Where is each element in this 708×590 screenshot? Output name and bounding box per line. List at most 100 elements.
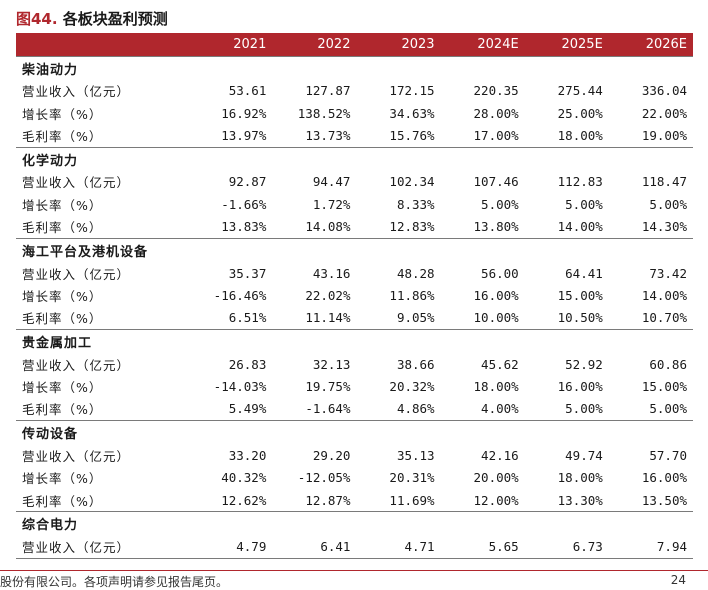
value-cell: 22.00% (641, 105, 687, 121)
value-cell: 13.80% (473, 219, 519, 235)
value-cell: 28.00% (473, 105, 519, 121)
row-label: 毛利率（%） (22, 311, 103, 327)
value-cell: -1.66% (221, 196, 267, 212)
figure-title-text: 各板块盈利预测 (57, 10, 168, 28)
header-cell-year: 2023 (356, 33, 441, 56)
value-cell: 13.30% (557, 492, 603, 508)
value-cell: 13.73% (305, 127, 351, 143)
section-header-row: 综合电力 (16, 511, 693, 536)
row-label: 增长率（%） (22, 288, 103, 304)
value-cell: 11.69% (389, 492, 435, 508)
table-row: 增长率（%） 16.92% 138.52% 34.63% 28.00% 25.00% 22.… (16, 102, 693, 124)
value-cell: 29.20 (312, 447, 351, 463)
value-cell: 12.62% (221, 492, 267, 508)
value-cell: 35.13 (396, 447, 435, 463)
value-cell: 49.74 (565, 447, 603, 463)
row-label: 毛利率（%） (22, 220, 103, 236)
value-cell: 13.83% (221, 219, 267, 235)
value-cell: 5.49% (228, 401, 267, 417)
row-label: 毛利率（%） (22, 493, 103, 509)
value-cell: 18.00% (557, 127, 603, 143)
value-cell: 4.71 (356, 535, 441, 559)
table-row: 营业收入（亿元） 35.37 43.16 48.28 56.00 64.41 73.42 (16, 262, 693, 284)
value-cell: 22.02% (305, 287, 351, 303)
forecast-table-container: 2021 2022 2023 2024E 2025E 2026E 柴油动力营业收入（亿元）… (16, 33, 693, 559)
row-label: 毛利率（%） (22, 402, 103, 418)
header-cell-year: 2025E (524, 33, 609, 56)
value-cell: 14.30% (641, 219, 687, 235)
section-header-row: 化学动力 (16, 147, 693, 171)
header-cell-year: 2026E (608, 33, 693, 56)
section-title: 综合电力 (22, 518, 79, 534)
value-cell: 13.97% (221, 127, 267, 143)
table-row: 增长率（%） 40.32% -12.05% 20.31% 20.00% 18.00% 16.… (16, 467, 693, 489)
table-header: 2021 2022 2023 2024E 2025E 2026E (16, 33, 693, 56)
value-cell: 102.34 (389, 174, 435, 190)
value-cell: 16.00% (557, 379, 603, 395)
value-cell: 15.00% (557, 287, 603, 303)
value-cell: 12.00% (473, 492, 519, 508)
table-row: 增长率（%） -1.66% 1.72% 8.33% 5.00% 5.00% 5.00% (16, 193, 693, 215)
value-cell: 5.00% (565, 401, 603, 417)
section-header-row: 柴油动力 (16, 56, 693, 80)
section-title: 柴油动力 (22, 62, 79, 78)
page-number: 24 (670, 573, 686, 587)
value-cell: 10.70% (641, 310, 687, 326)
value-cell: 7.94 (608, 535, 693, 559)
value-cell: 13.50% (641, 492, 687, 508)
value-cell: -16.46% (213, 287, 267, 303)
value-cell: 18.00% (473, 379, 519, 395)
value-cell: 64.41 (565, 265, 603, 281)
header-row: 2021 2022 2023 2024E 2025E 2026E (16, 33, 693, 56)
table-row: 营业收入（亿元） 26.83 32.13 38.66 45.62 52.92 60.86 (16, 353, 693, 375)
value-cell: 42.16 (481, 447, 519, 463)
header-cell-year: 2024E (440, 33, 525, 56)
footer-disclaimer: 股份有限公司。各项声明请参见报告尾页。 (0, 575, 229, 589)
table-row: 营业收入（亿元） 4.79 6.41 4.71 5.65 6.73 7.94 (16, 535, 693, 559)
value-cell: 94.47 (312, 174, 351, 190)
value-cell: 56.00 (481, 265, 519, 281)
table-row: 营业收入（亿元） 33.20 29.20 35.13 42.16 49.74 57.70 (16, 444, 693, 466)
value-cell: 10.50% (557, 310, 603, 326)
value-cell: 53.61 (228, 83, 267, 99)
value-cell: 5.00% (649, 401, 687, 417)
value-cell: 17.00% (473, 127, 519, 143)
value-cell: 60.86 (649, 356, 687, 372)
value-cell: 19.75% (305, 379, 351, 395)
value-cell: 1.72% (312, 196, 351, 212)
value-cell: 220.35 (473, 83, 519, 99)
value-cell: 25.00% (557, 105, 603, 121)
row-label: 营业收入（亿元） (22, 175, 131, 191)
value-cell: 20.31% (389, 470, 435, 486)
section-header-row: 传动设备 (16, 420, 693, 445)
value-cell: 10.00% (473, 310, 519, 326)
value-cell: 275.44 (557, 83, 603, 99)
value-cell: 118.47 (641, 174, 687, 190)
value-cell: 16.00% (473, 287, 519, 303)
value-cell: 15.00% (641, 379, 687, 395)
value-cell: 16.00% (641, 470, 687, 486)
value-cell: 48.28 (396, 265, 435, 281)
value-cell: 19.00% (641, 127, 687, 143)
value-cell: 9.05% (396, 310, 435, 326)
section-title: 贵金属加工 (22, 336, 93, 352)
value-cell: 5.65 (440, 535, 525, 559)
section-title: 海工平台及港机设备 (22, 244, 149, 260)
row-label: 毛利率（%） (22, 128, 103, 144)
section-header-row: 海工平台及港机设备 (16, 238, 693, 262)
row-label: 增长率（%） (22, 471, 103, 487)
value-cell: 45.62 (481, 356, 519, 372)
value-cell: 11.14% (305, 310, 351, 326)
table-body: 柴油动力 营业收入（亿元） 53.61 127.87 172.15 220.35 275.4… (16, 56, 693, 559)
table-row: 毛利率（%） 13.83% 14.08% 12.83% 13.80% 14.00% 14.3… (16, 215, 693, 238)
header-cell-year: 2022 (272, 33, 357, 56)
section-header-row: 贵金属加工 (16, 329, 693, 354)
row-label: 营业收入（亿元） (22, 84, 131, 100)
value-cell: 4.00% (481, 401, 519, 417)
value-cell: 5.00% (649, 196, 687, 212)
value-cell: 138.52% (297, 105, 351, 121)
figure-number: 图44. (16, 10, 58, 28)
segment-forecast-table: 2021 2022 2023 2024E 2025E 2026E 柴油动力营业收入（亿元）… (16, 33, 693, 559)
value-cell: 73.42 (649, 265, 687, 281)
value-cell: 127.87 (305, 83, 351, 99)
